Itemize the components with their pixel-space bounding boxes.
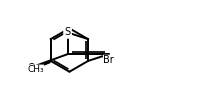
Text: O: O: [27, 63, 35, 72]
Text: S: S: [65, 27, 71, 37]
Text: Br: Br: [104, 55, 114, 65]
Text: CH₃: CH₃: [27, 65, 44, 74]
